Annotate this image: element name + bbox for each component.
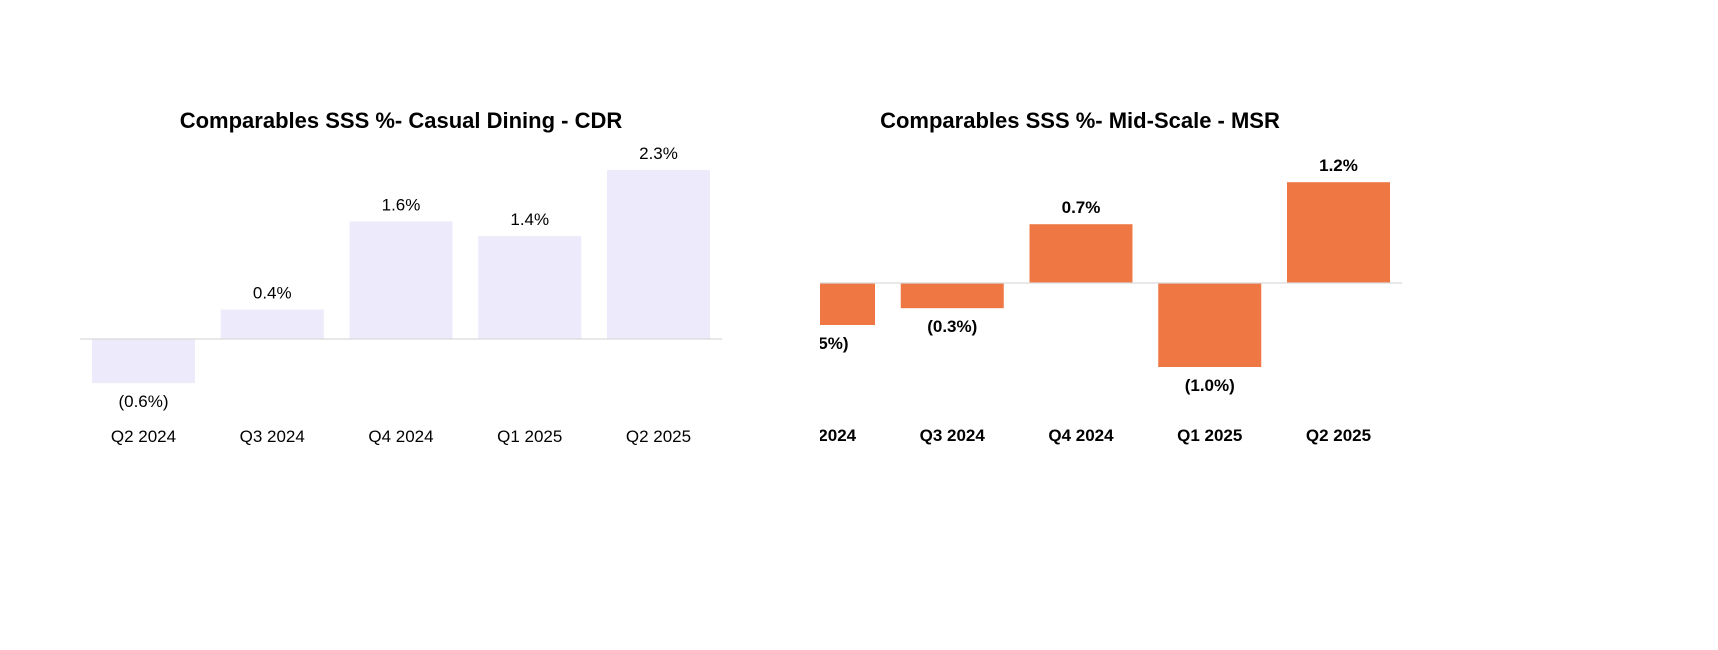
data-label: 1.2%	[1319, 156, 1358, 175]
x-tick-label: Q2 2024	[111, 427, 176, 446]
x-tick-label: Q1 2025	[497, 427, 562, 446]
data-label: 1.6%	[382, 195, 421, 214]
data-label: (0.6%)	[118, 392, 168, 411]
bar	[349, 221, 453, 339]
chart-mid-scale-svg: Comparables SSS %- Mid-Scale - MSR (0.5%…	[820, 108, 1402, 445]
x-tick-label: Q3 2024	[240, 427, 305, 446]
data-label: 0.7%	[1062, 198, 1101, 217]
bar	[478, 236, 582, 339]
bar	[1029, 224, 1133, 283]
x-tick-label: Q2 2024	[820, 426, 857, 445]
chart-title: Comparables SSS %- Mid-Scale - MSR	[880, 108, 1280, 133]
chart-mid-scale: Comparables SSS %- Mid-Scale - MSR (0.5%…	[820, 0, 1718, 650]
data-label: (0.5%)	[820, 334, 849, 353]
bar	[92, 339, 195, 384]
chart-casual-dining: Comparables SSS %- Casual Dining - CDR (…	[0, 0, 820, 650]
x-tick-label: Q1 2025	[1177, 426, 1242, 445]
x-tick-label: Q4 2024	[368, 427, 433, 446]
bar	[820, 283, 875, 325]
data-label: 0.4%	[253, 284, 292, 303]
bar	[220, 309, 324, 339]
chart-casual-dining-svg: Comparables SSS %- Casual Dining - CDR (…	[80, 108, 722, 446]
bar	[1287, 182, 1390, 283]
bar	[1158, 283, 1262, 367]
data-label: 2.3%	[639, 144, 678, 163]
plot-area: (0.5%) Q2 2024 (0.3%) Q3 2024 0.7% Q4 2024 (1.…	[820, 156, 1402, 445]
x-tick-label: Q2 2025	[1306, 426, 1371, 445]
x-tick-label: Q3 2024	[920, 426, 986, 445]
chart-title: Comparables SSS %- Casual Dining - CDR	[180, 108, 623, 133]
x-tick-label: Q4 2024	[1048, 426, 1114, 445]
bar	[607, 169, 710, 339]
bar	[900, 283, 1004, 309]
data-label: (0.3%)	[927, 317, 977, 336]
data-label: 1.4%	[510, 210, 549, 229]
x-tick-label: Q2 2025	[626, 427, 691, 446]
data-label: (1.0%)	[1185, 376, 1235, 395]
